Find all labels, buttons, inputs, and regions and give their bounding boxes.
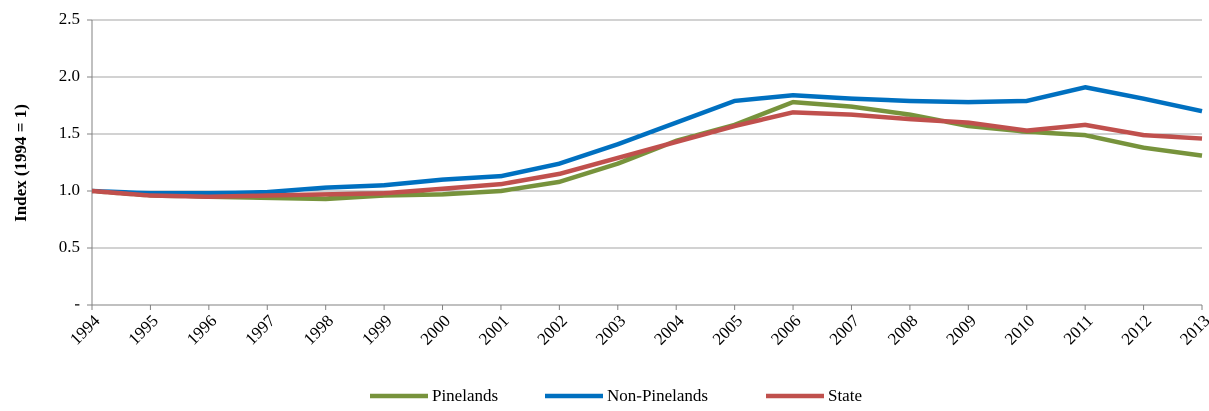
legend-label: State (828, 386, 862, 405)
x-tick-label: 1997 (241, 311, 279, 349)
x-tick-label: 1999 (358, 311, 395, 348)
legend-label: Non-Pinelands (607, 386, 708, 405)
y-tick-label: 2.5 (59, 9, 80, 28)
x-tick-label: 2009 (942, 311, 979, 348)
legend-label: Pinelands (432, 386, 498, 405)
x-tick-label: 2006 (767, 311, 804, 348)
series-line (91, 110, 1203, 199)
y-tick-label: - (74, 294, 80, 313)
x-tick-label: 2012 (1118, 311, 1155, 348)
x-tick-label: 1995 (125, 311, 162, 348)
x-tick-label: 2013 (1176, 311, 1209, 348)
x-tick-label: 2004 (650, 311, 688, 349)
x-tick-label: 1998 (300, 311, 337, 348)
x-tick-label: 2007 (826, 311, 864, 349)
x-tick-label: 2011 (1060, 311, 1097, 348)
y-tick-label: 0.5 (59, 237, 80, 256)
x-tick-label: 2008 (884, 311, 921, 348)
x-tick-label: 2000 (417, 311, 454, 348)
x-tick-label: 1996 (183, 311, 220, 348)
x-tick-label: 2002 (533, 311, 570, 348)
y-tick-label: 1.0 (59, 180, 80, 199)
y-tick-label: 1.5 (59, 123, 80, 142)
x-tick-label: 2005 (709, 311, 746, 348)
x-tick-label: 2010 (1001, 311, 1038, 348)
x-tick-label: 2003 (592, 311, 629, 348)
y-axis-label: Index (1994 = 1) (11, 104, 30, 222)
series-line (91, 85, 1203, 196)
x-tick-label: 2001 (475, 311, 512, 348)
y-tick-label: 2.0 (59, 66, 80, 85)
x-tick-label: 1994 (66, 311, 104, 349)
